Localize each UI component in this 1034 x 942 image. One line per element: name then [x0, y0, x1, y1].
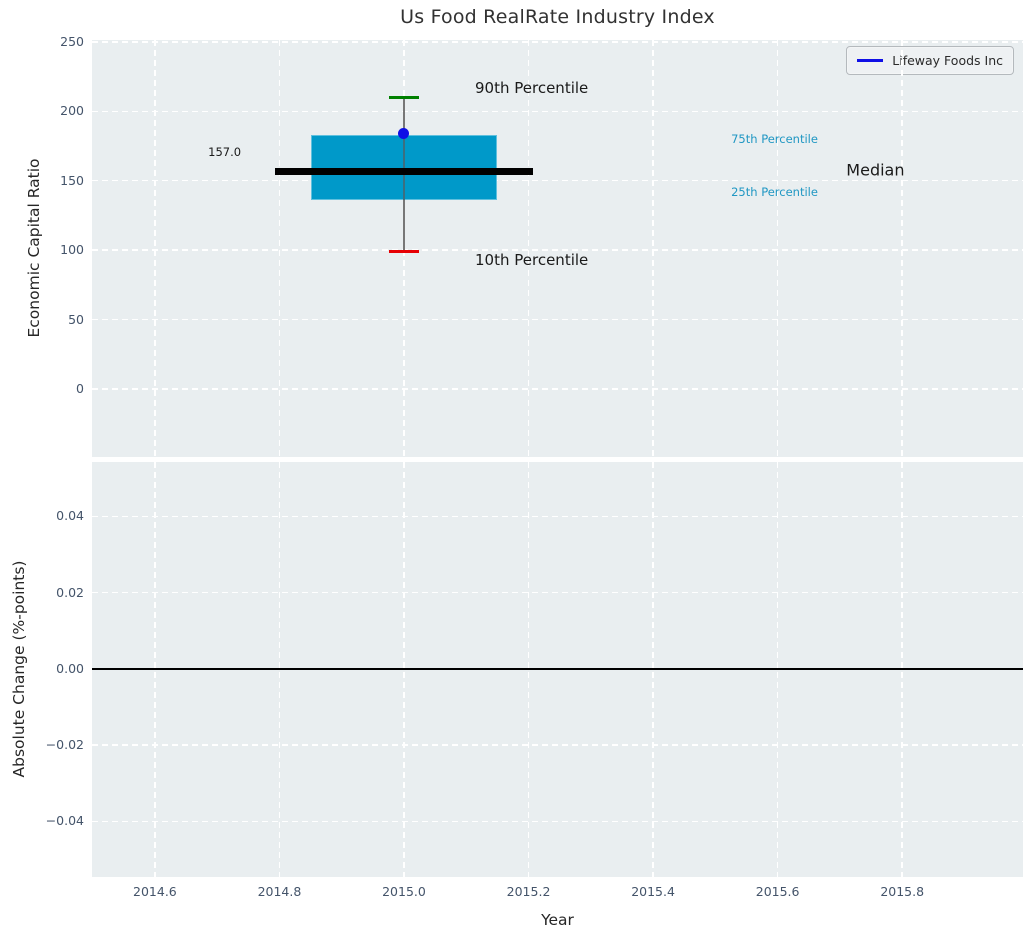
- top-y-tick-label: 250: [60, 33, 84, 49]
- gridline-horizontal: [92, 110, 1023, 113]
- top-y-tick-label: 50: [68, 311, 84, 327]
- x-tick-label: 2015.4: [631, 884, 675, 899]
- x-tick-label: 2014.6: [133, 884, 177, 899]
- bottom-y-tick-label: −0.02: [45, 737, 84, 753]
- chart-title: Us Food RealRate Industry Index: [400, 6, 715, 28]
- x-tick-label: 2015.6: [755, 884, 800, 899]
- gridline-horizontal: [92, 388, 1023, 390]
- top-axes: Lifeway Foods Inc 90th Percentile 10th Pe…: [92, 40, 1023, 457]
- bottom-y-tick-label: 0.02: [56, 584, 84, 600]
- annotation-90th-percentile: 90th Percentile: [475, 78, 589, 97]
- gridline-vertical: [776, 40, 779, 457]
- gridline-horizontal: [92, 41, 1023, 43]
- median-line: [274, 167, 534, 175]
- top-y-tick-label: 200: [60, 103, 84, 119]
- gridline-vertical: [527, 40, 530, 457]
- bottom-y-tick-label: −0.04: [45, 813, 84, 829]
- annotation-10th-percentile: 10th Percentile: [475, 250, 589, 269]
- cap-10th-percentile: [389, 249, 419, 254]
- bottom-y-tick-label: 0.00: [56, 660, 84, 676]
- top-y-tick-label: 150: [60, 172, 84, 188]
- top-y-tick-label: 100: [60, 242, 84, 258]
- gridline-vertical: [278, 40, 281, 457]
- gridline-horizontal: [92, 592, 1023, 594]
- company-point: [398, 128, 410, 140]
- gridline-horizontal: [92, 318, 1023, 321]
- x-tick-label: 2015.0: [382, 884, 426, 899]
- gridline-horizontal: [92, 820, 1023, 823]
- top-y-tick-label: 0: [76, 380, 84, 396]
- cap-90th-percentile: [389, 95, 419, 100]
- bottom-axes: [92, 462, 1023, 877]
- x-tick-label: 2014.8: [257, 884, 302, 899]
- zero-line: [92, 667, 1023, 670]
- legend-label: Lifeway Foods Inc: [892, 53, 1003, 68]
- gridline-vertical: [154, 40, 156, 457]
- gridline-horizontal: [92, 249, 1023, 251]
- annotation-75th-percentile: 75th Percentile: [731, 132, 818, 147]
- x-tick-label: 2015.2: [506, 884, 551, 899]
- annotation-median: Median: [846, 160, 905, 180]
- bottom-y-tick-label: 0.04: [56, 508, 84, 524]
- x-axis-label: Year: [541, 911, 574, 929]
- annotation-157-0: 157.0: [208, 144, 242, 159]
- gridline-vertical: [901, 40, 903, 457]
- legend: Lifeway Foods Inc: [846, 46, 1014, 75]
- gridline-horizontal: [92, 744, 1023, 746]
- gridline-vertical: [652, 40, 654, 457]
- x-tick-label: 2015.8: [880, 884, 925, 899]
- gridline-horizontal: [92, 515, 1023, 518]
- annotation-25th-percentile: 25th Percentile: [731, 184, 818, 199]
- legend-line-icon: [857, 59, 884, 62]
- gridline-horizontal: [92, 180, 1023, 182]
